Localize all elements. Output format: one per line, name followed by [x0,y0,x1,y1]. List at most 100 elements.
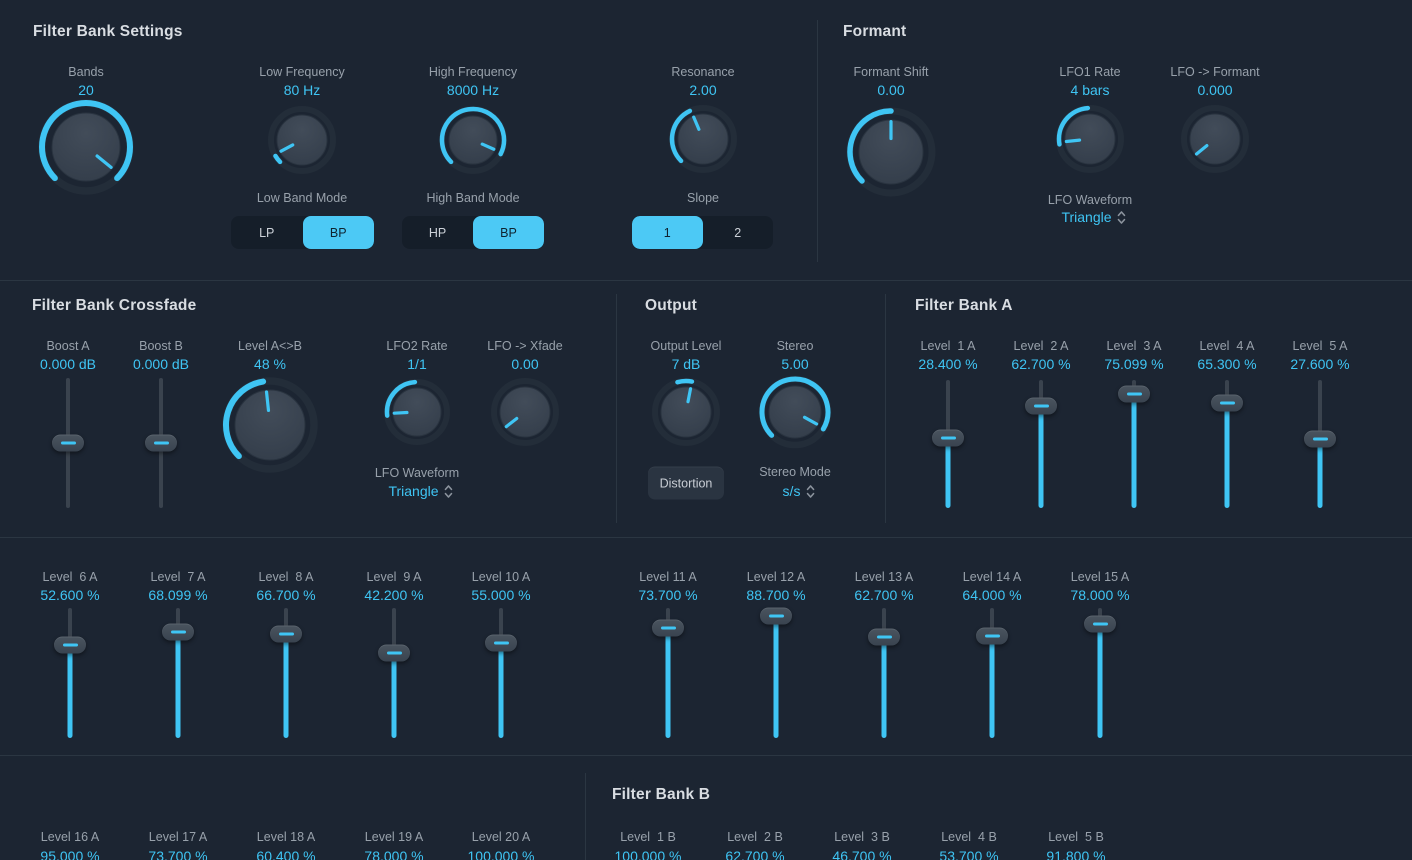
level-12-a-value[interactable]: 88.700 % [746,587,806,603]
level-7-a-value[interactable]: 68.099 % [148,587,208,603]
boost-a-value[interactable]: 0.000 dB [39,356,97,372]
lfo-waveform-crossfade-select[interactable]: Triangle [388,483,453,499]
level-2-a-value[interactable]: 62.700 % [1011,356,1071,372]
level-7-a-slider-handle[interactable] [162,623,194,641]
level-20-a-label: Level 20 A [471,830,531,844]
level-7-a-handle-mark [170,630,186,634]
level-17-a-value[interactable]: 73.700 % [148,848,208,860]
slope-option-1[interactable]: 1 [632,216,703,249]
level-2-a-slider-fill [1038,406,1044,508]
lfo2-rate-knob[interactable] [379,374,455,450]
level-4-a-slider-handle[interactable] [1211,394,1243,412]
level-3-a-value[interactable]: 75.099 % [1104,356,1164,372]
high-frequency-value[interactable]: 8000 Hz [446,82,500,98]
lfo-to-formant-value[interactable]: 0.000 [1197,82,1233,98]
lfo1-rate-knob[interactable] [1051,100,1129,178]
distortion-button[interactable]: Distortion [648,466,724,500]
level-13-a-slider-fill [881,637,887,738]
section-title-formant: Formant [843,23,907,40]
level-1-b-value[interactable]: 100.000 % [614,848,682,860]
lfo-to-xfade-value[interactable]: 0.00 [511,356,539,372]
level-2-a-slider-handle[interactable] [1025,397,1057,415]
level-9-a-value[interactable]: 42.200 % [364,587,424,603]
level-4-a-value[interactable]: 65.300 % [1197,356,1257,372]
level-14-a-slider-handle[interactable] [976,627,1008,645]
level-10-a-value[interactable]: 55.000 % [471,587,531,603]
level-8-a-handle-mark [278,632,294,636]
bands-knob[interactable] [34,95,138,199]
level-4-b-value[interactable]: 53.700 % [939,848,999,860]
low-frequency-knob[interactable] [263,101,341,179]
level-3-b-value[interactable]: 46.700 % [832,848,892,860]
stereo-mode-select[interactable]: s/s [783,483,816,499]
stereo-mode-label: Stereo Mode [759,465,831,479]
low-band-mode-option-bp[interactable]: BP [302,216,374,249]
formant-shift-value[interactable]: 0.00 [877,82,905,98]
level-15-a-value[interactable]: 78.000 % [1070,587,1130,603]
lfo2-rate-value[interactable]: 1/1 [407,356,427,372]
high-frequency-knob[interactable] [434,101,512,179]
level-11-a-slider-handle[interactable] [652,619,684,637]
low-frequency-value[interactable]: 80 Hz [283,82,321,98]
level-a-b-knob[interactable] [218,373,322,477]
boost-b-value[interactable]: 0.000 dB [132,356,190,372]
level-18-a-value[interactable]: 60.400 % [256,848,316,860]
level-a-b-value[interactable]: 48 % [254,356,286,372]
level-16-a-value[interactable]: 95.000 % [40,848,100,860]
level-5-a-handle-mark [1312,437,1328,441]
level-5-a-label: Level 5 A [1292,339,1348,353]
stereo-knob[interactable] [754,371,836,453]
level-9-a-slider-fill [391,653,397,738]
boost-a-slider-handle[interactable] [52,434,84,452]
level-6-a-value[interactable]: 52.600 % [40,587,100,603]
high-band-mode-option-hp[interactable]: HP [428,225,447,240]
level-11-a-handle-mark [660,626,676,630]
level-1-a-slider-handle[interactable] [932,429,964,447]
low-band-mode-label: Low Band Mode [256,191,348,205]
boost-b-slider-handle[interactable] [145,434,177,452]
resonance-label: Resonance [671,65,735,79]
level-20-a-value[interactable]: 100.000 % [467,848,535,860]
level-5-b-value[interactable]: 91.800 % [1046,848,1106,860]
slope-option-2[interactable]: 2 [734,225,742,240]
level-19-a-value[interactable]: 78.000 % [364,848,424,860]
level-2-a-label: Level 2 A [1013,339,1069,353]
low-band-mode-option-lp[interactable]: LP [259,225,275,240]
level-6-a-slider-handle[interactable] [54,636,86,654]
formant-shift-knob[interactable] [842,103,940,201]
level-13-a-slider-handle[interactable] [868,628,900,646]
level-1-a-value[interactable]: 28.400 % [918,356,978,372]
level-3-b-label: Level 3 B [834,830,890,844]
lfo-waveform-formant-select[interactable]: Triangle [1061,209,1126,225]
level-13-a-value[interactable]: 62.700 % [854,587,914,603]
lfo-to-formant-knob[interactable] [1176,100,1254,178]
lfo-to-xfade-knob[interactable] [486,373,564,451]
level-17-a-label: Level 17 A [148,830,208,844]
section-divider [0,755,1412,756]
level-14-a-value[interactable]: 64.000 % [962,587,1022,603]
high-band-mode-option-bp[interactable]: BP [473,216,544,249]
level-12-a-slider-handle[interactable] [760,607,792,625]
level-5-a-value[interactable]: 27.600 % [1290,356,1350,372]
lfo1-rate-value[interactable]: 4 bars [1070,82,1110,98]
level-2-b-value[interactable]: 62.700 % [725,848,785,860]
output-level-value[interactable]: 7 dB [671,356,701,372]
resonance-knob[interactable] [664,100,742,178]
level-8-a-value[interactable]: 66.700 % [256,587,316,603]
level-14-a-handle-mark [984,634,1000,638]
resonance-value[interactable]: 2.00 [689,82,717,98]
level-7-a-label: Level 7 A [150,570,206,584]
level-15-a-slider-handle[interactable] [1084,615,1116,633]
level-15-a-label: Level 15 A [1070,570,1130,584]
level-11-a-value[interactable]: 73.700 % [638,587,698,603]
level-3-a-slider-handle[interactable] [1118,385,1150,403]
section-divider [817,20,818,262]
output-level-knob[interactable] [647,373,725,451]
level-8-a-slider-handle[interactable] [270,625,302,643]
level-10-a-slider-handle[interactable] [485,634,517,652]
bands-value[interactable]: 20 [78,82,94,98]
level-5-a-slider-handle[interactable] [1304,430,1336,448]
level-9-a-slider-handle[interactable] [378,644,410,662]
boost-a-handle-mark [60,441,76,445]
stereo-value[interactable]: 5.00 [781,356,809,372]
